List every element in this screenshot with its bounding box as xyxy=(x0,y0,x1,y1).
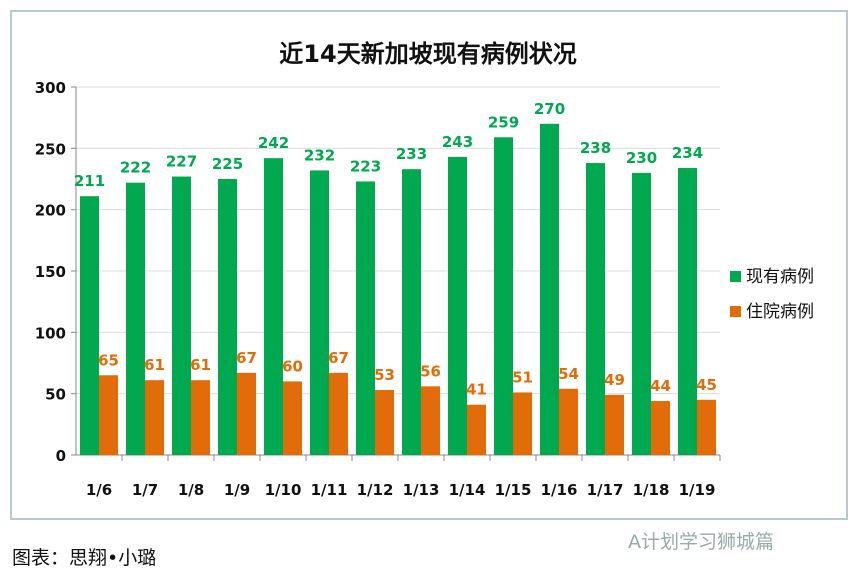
data-label: 45 xyxy=(696,376,717,394)
x-tick-label: 1/6 xyxy=(86,481,112,499)
bar-current xyxy=(310,170,329,455)
data-label: 234 xyxy=(672,144,703,162)
data-label: 238 xyxy=(580,139,611,157)
bar-current xyxy=(678,167,697,455)
legend-label: 现有病例 xyxy=(746,267,814,287)
chart-title: 近14天新加坡现有病例状况 xyxy=(279,40,576,68)
data-label: 230 xyxy=(626,149,657,167)
x-tick-label: 1/19 xyxy=(679,481,716,499)
bar-current xyxy=(172,176,191,455)
data-label: 243 xyxy=(442,133,473,151)
data-label: 211 xyxy=(74,172,105,190)
legend-label: 住院病例 xyxy=(746,302,814,322)
bar-hospital xyxy=(605,394,624,455)
data-label: 44 xyxy=(650,377,671,395)
y-tick-label: 50 xyxy=(45,386,66,404)
bar-hospital xyxy=(651,401,670,455)
bar-current xyxy=(264,158,283,455)
legend-swatch xyxy=(730,271,741,282)
bar-current xyxy=(586,163,605,455)
data-label: 270 xyxy=(534,100,565,118)
data-label: 51 xyxy=(512,368,533,386)
caption: 图表：思翔•小璐 xyxy=(12,547,157,569)
bar-hospital xyxy=(467,404,486,455)
data-label: 61 xyxy=(190,356,211,374)
bar-hospital xyxy=(697,399,716,455)
x-tick-label: 1/17 xyxy=(587,481,624,499)
bar-current xyxy=(632,172,651,455)
data-label: 61 xyxy=(144,356,165,374)
data-label: 53 xyxy=(374,366,395,384)
data-label: 54 xyxy=(558,365,579,383)
x-tick-label: 1/8 xyxy=(178,481,204,499)
data-label: 60 xyxy=(282,357,303,375)
data-label: 67 xyxy=(328,349,349,367)
data-label: 223 xyxy=(350,157,381,175)
bar-current xyxy=(218,179,237,455)
x-tick-label: 1/12 xyxy=(357,481,394,499)
bar-hospital xyxy=(375,389,394,455)
legend-swatch xyxy=(730,306,741,317)
bar-hospital xyxy=(99,375,118,455)
x-tick-label: 1/18 xyxy=(633,481,670,499)
bar-hospital xyxy=(559,388,578,455)
bar-current xyxy=(402,169,421,456)
bar-hospital xyxy=(421,386,440,455)
x-tick-label: 1/13 xyxy=(403,481,440,499)
bar-hospital xyxy=(329,372,348,455)
data-label: 67 xyxy=(236,349,257,367)
bar-hospital xyxy=(237,372,256,455)
y-tick-label: 200 xyxy=(35,202,66,220)
data-label: 227 xyxy=(166,153,197,171)
y-tick-label: 150 xyxy=(35,263,66,281)
data-label: 233 xyxy=(396,145,427,163)
bar-hospital xyxy=(513,392,532,455)
bar-current xyxy=(126,182,145,455)
watermark: A计划学习狮城篇 xyxy=(628,531,774,553)
bar-current xyxy=(540,123,559,456)
data-label: 65 xyxy=(98,351,119,369)
bar-current xyxy=(448,156,467,456)
bar-current xyxy=(356,181,375,455)
data-label: 225 xyxy=(212,155,243,173)
data-label: 56 xyxy=(420,362,441,380)
y-tick-label: 0 xyxy=(56,447,66,465)
bar-current xyxy=(494,137,513,455)
y-tick-label: 100 xyxy=(35,324,66,342)
data-label: 242 xyxy=(258,134,289,152)
x-tick-label: 1/7 xyxy=(132,481,158,499)
data-label: 49 xyxy=(604,371,625,389)
bar-current xyxy=(80,196,99,455)
y-tick-label: 250 xyxy=(35,140,66,158)
x-tick-label: 1/15 xyxy=(495,481,532,499)
bar-chart: 近14天新加坡现有病例状况 0 50 100 150 200 250 300 1/6 211 6… xyxy=(35,40,814,499)
bar-hospital xyxy=(191,380,210,455)
x-tick-label: 1/16 xyxy=(541,481,578,499)
bar-hospital xyxy=(145,380,164,455)
data-label: 259 xyxy=(488,113,519,131)
x-tick-label: 1/9 xyxy=(224,481,250,499)
bar-hospital xyxy=(283,381,302,455)
x-tick-label: 1/10 xyxy=(265,481,302,499)
data-label: 232 xyxy=(304,146,335,164)
y-tick-label: 300 xyxy=(35,79,66,97)
x-tick-label: 1/11 xyxy=(311,481,348,499)
data-label: 41 xyxy=(466,381,487,399)
x-tick-label: 1/14 xyxy=(449,481,486,499)
data-label: 222 xyxy=(120,159,151,177)
